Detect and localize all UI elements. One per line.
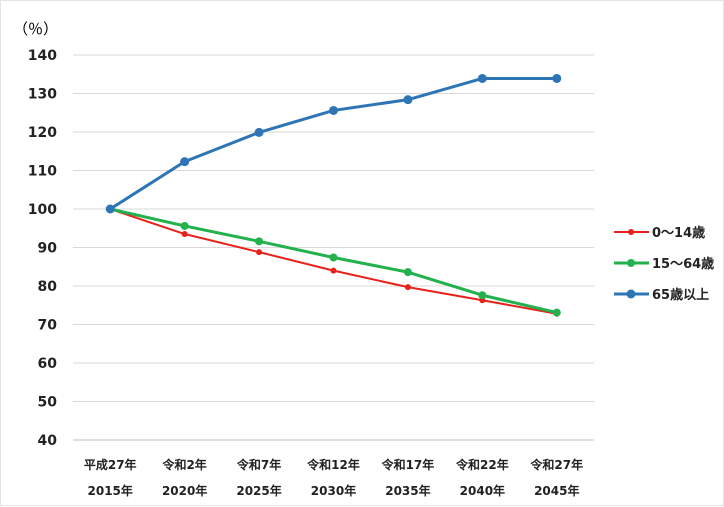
- y-tick-label: 70: [38, 318, 58, 334]
- data-point: [478, 291, 487, 300]
- x-tick-label-era: 令和17年: [381, 457, 435, 472]
- legend-item: 65歳以上: [614, 287, 709, 303]
- data-point: [403, 268, 412, 277]
- x-tick-label-era: 令和22年: [455, 457, 509, 472]
- data-point: [552, 73, 562, 83]
- data-point: [254, 127, 264, 137]
- y-tick-label: 40: [38, 433, 58, 449]
- data-point: [404, 284, 411, 291]
- x-tick-label-year: 2015年: [88, 483, 133, 498]
- gridlines: [73, 54, 594, 441]
- x-tick-label-era: 平成27年: [84, 457, 137, 472]
- x-tick-label-year: 2040年: [460, 483, 505, 498]
- x-tick-label-era: 令和2年: [161, 457, 206, 472]
- y-tick-label: 50: [38, 395, 58, 411]
- y-tick-label: 60: [38, 356, 58, 372]
- x-tick-label-era: 令和7年: [236, 457, 281, 472]
- y-tick-label: 110: [28, 164, 57, 180]
- legend-label: 15～64歳: [652, 256, 714, 272]
- series-lines: [105, 73, 562, 317]
- data-point: [105, 204, 115, 214]
- legend-swatch-marker: [626, 289, 636, 299]
- data-point: [329, 105, 338, 115]
- legend-item: 0～14歳: [614, 225, 705, 241]
- x-tick-label-year: 2025年: [236, 483, 281, 498]
- legend-item: 15～64歳: [614, 256, 714, 272]
- legend: 0～14歳 15～64歳 65歳以上: [614, 225, 714, 303]
- y-tick-label: 130: [28, 87, 57, 103]
- x-tick-label-year: 2035年: [385, 483, 430, 498]
- x-tick-label-year: 2030年: [311, 483, 356, 498]
- data-point: [180, 157, 190, 167]
- y-axis-unit-label: （％）: [13, 20, 58, 38]
- data-point: [256, 249, 263, 256]
- data-point: [181, 231, 188, 238]
- y-tick-label: 90: [38, 241, 58, 257]
- data-point: [403, 95, 413, 105]
- data-point: [552, 308, 561, 317]
- legend-label: 0～14歳: [652, 225, 705, 241]
- y-tick-label: 120: [28, 125, 57, 141]
- x-tick-label-year: 2020年: [162, 483, 207, 498]
- data-point: [180, 221, 189, 230]
- x-tick-label-year: 2045年: [534, 483, 579, 498]
- legend-swatch-marker: [628, 229, 634, 235]
- series-2: [105, 73, 562, 214]
- data-point: [255, 237, 264, 246]
- data-point: [477, 73, 487, 83]
- legend-label: 65歳以上: [652, 287, 709, 303]
- x-tick-label-era: 令和27年: [529, 457, 583, 472]
- y-tick-label: 100: [28, 202, 57, 218]
- legend-swatch-marker: [627, 259, 635, 267]
- data-point: [329, 253, 338, 262]
- y-axis-ticks: 40 50 60 70 80 90 100 110 120 130 140: [28, 48, 57, 449]
- series-1: [106, 205, 561, 317]
- y-tick-label: 80: [38, 279, 58, 295]
- series-line: [109, 76, 557, 211]
- x-tick-label-era: 令和12年: [306, 457, 360, 472]
- y-tick-label: 140: [28, 48, 57, 64]
- data-point: [330, 267, 337, 274]
- x-axis-ticks: 平成27年 2015年 令和2年 2020年 令和7年 2025年 令和12年 2030年 令和…: [84, 457, 583, 498]
